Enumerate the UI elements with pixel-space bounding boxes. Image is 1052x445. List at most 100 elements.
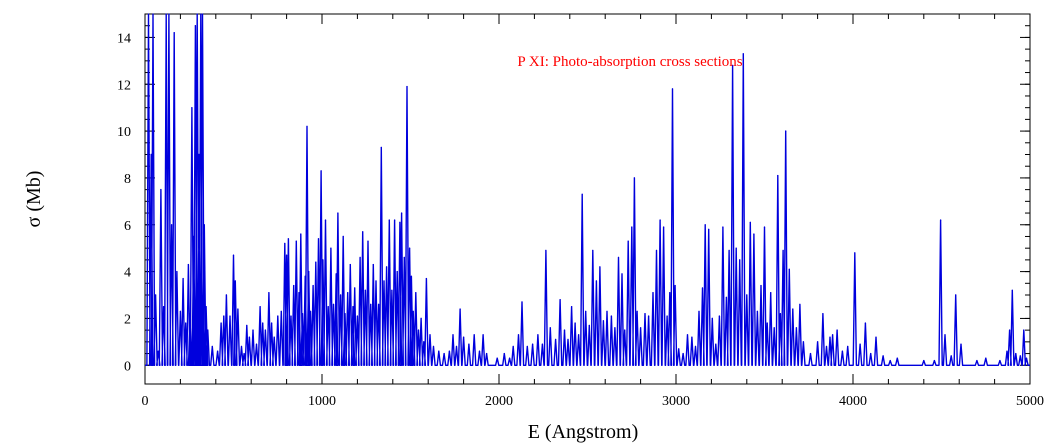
peak-point [792,308,794,310]
peak-point [187,264,189,266]
peak-point [788,268,790,270]
peak-point [526,345,528,348]
peak-point [191,107,193,109]
x-tick-label: 0 [142,394,149,409]
peak-point [606,310,608,312]
peak-point [652,292,654,294]
peak-point [722,226,724,228]
peak-point [633,177,636,179]
peak-point [621,273,623,275]
peak-point [923,360,925,362]
peak-point [1011,289,1013,291]
peak-point [739,259,741,261]
peak-point [367,240,369,242]
peak-point [246,324,248,327]
peak-point [836,329,838,331]
peak-point [592,249,594,252]
peak-point [380,146,382,149]
peak-point [168,13,170,15]
peak-point [567,338,569,341]
peak-point [602,320,605,322]
peak-point [286,254,288,256]
peak-point [825,345,828,348]
peak-point [337,212,339,214]
peak-point [624,329,626,331]
peak-point [1025,357,1028,359]
peak-point [298,292,300,294]
peak-point [725,296,728,298]
x-tick-label: 5000 [1016,394,1044,409]
peak-point [403,256,405,259]
peak-point [896,357,898,359]
peak-point [746,294,748,296]
peak-point [674,285,676,287]
peak-point [196,13,198,15]
peak-point [268,292,270,294]
peak-point [182,278,184,280]
peak-point [262,322,264,324]
peak-point [308,271,310,273]
plot-frame [144,13,1031,385]
peak-point [698,310,700,312]
peak-point [549,327,551,329]
peak-point [448,350,450,352]
peak-point [179,310,181,312]
peak-point [563,329,566,331]
peak-point [571,306,573,308]
peak-point [960,343,962,345]
peak-point [417,329,420,331]
peak-point [229,315,231,317]
peak-point [503,353,505,355]
peak-point [940,219,942,221]
peak-point [409,247,411,249]
peak-point [287,238,289,240]
peak-point [578,334,580,336]
peak-point [728,249,730,252]
peak-point [1019,355,1021,357]
peak-point [678,348,680,350]
peak-point [663,226,665,228]
peak-point [795,327,798,329]
peak-point [147,13,150,15]
peak-point [415,292,417,294]
peak-point [340,294,342,296]
peak-point [631,226,633,228]
peak-point [509,357,511,359]
peak-point [344,313,346,315]
peak-point [574,322,576,324]
peak-point [332,303,335,305]
peak-point [391,289,393,291]
peak-point [640,327,642,329]
peak-point [882,355,884,357]
peak-point [463,336,465,338]
peak-point [342,235,344,238]
x-axis-title: E (Angstrom) [528,421,639,443]
peak-point [782,249,784,252]
peak-point [1006,350,1008,352]
peak-point [290,315,292,317]
peak-point [364,289,366,291]
peak-point [295,240,297,242]
peak-point [482,334,484,336]
chart-title: P XI: Photo-absorption cross sections [517,54,742,70]
peak-point [976,360,978,362]
peak-point [220,322,222,324]
y-tick-label: 12 [117,78,131,93]
peak-point [399,221,401,223]
peak-point [240,345,243,348]
peak-point [770,292,772,294]
peak-point [309,310,312,312]
peak-point [588,324,590,327]
peak-point [349,264,351,266]
peak-point [317,238,320,240]
peak-point [375,280,377,282]
peak-point [666,315,668,317]
peak-point [412,310,414,312]
peak-point [425,278,427,280]
peak-point [701,287,704,289]
y-tick-label: 10 [117,125,131,140]
peak-point [766,322,768,324]
peak-point [669,292,671,294]
peak-point [599,266,601,268]
peak-point [396,271,398,273]
